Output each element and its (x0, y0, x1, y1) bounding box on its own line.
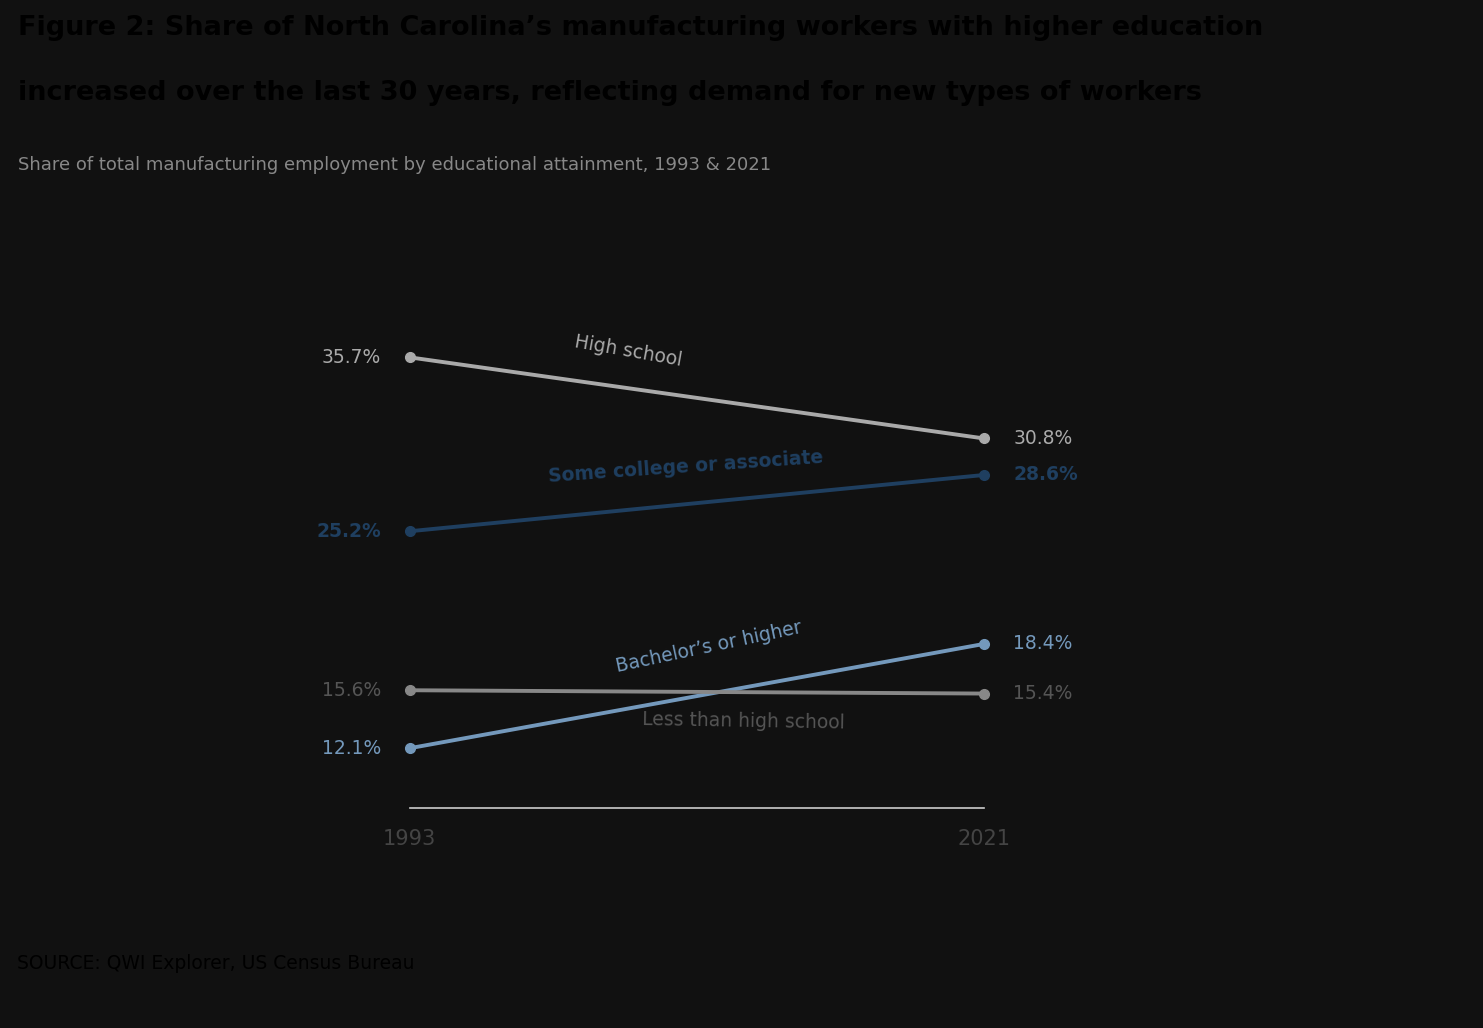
Text: 1993: 1993 (383, 830, 436, 849)
Text: Figure 2: Share of North Carolina’s manufacturing workers with higher education: Figure 2: Share of North Carolina’s manu… (18, 15, 1264, 41)
Text: increased over the last 30 years, reflecting demand for new types of workers: increased over the last 30 years, reflec… (18, 80, 1201, 106)
Text: Bachelor’s or higher: Bachelor’s or higher (614, 618, 804, 675)
Text: 25.2%: 25.2% (316, 522, 381, 541)
Text: 28.6%: 28.6% (1013, 466, 1078, 484)
Text: 15.6%: 15.6% (322, 681, 381, 700)
Text: 30.8%: 30.8% (1013, 429, 1072, 448)
Text: Some college or associate: Some college or associate (547, 448, 823, 486)
Text: 18.4%: 18.4% (1013, 634, 1072, 654)
Text: 2021: 2021 (958, 830, 1011, 849)
Text: 35.7%: 35.7% (322, 347, 381, 367)
Text: 12.1%: 12.1% (322, 739, 381, 758)
Text: High school: High school (572, 332, 684, 370)
Text: 15.4%: 15.4% (1013, 684, 1072, 703)
Text: Less than high school: Less than high school (642, 710, 844, 733)
Text: Share of total manufacturing employment by educational attainment, 1993 & 2021: Share of total manufacturing employment … (18, 156, 771, 174)
Text: SOURCE: QWI Explorer, US Census Bureau: SOURCE: QWI Explorer, US Census Bureau (16, 954, 414, 972)
